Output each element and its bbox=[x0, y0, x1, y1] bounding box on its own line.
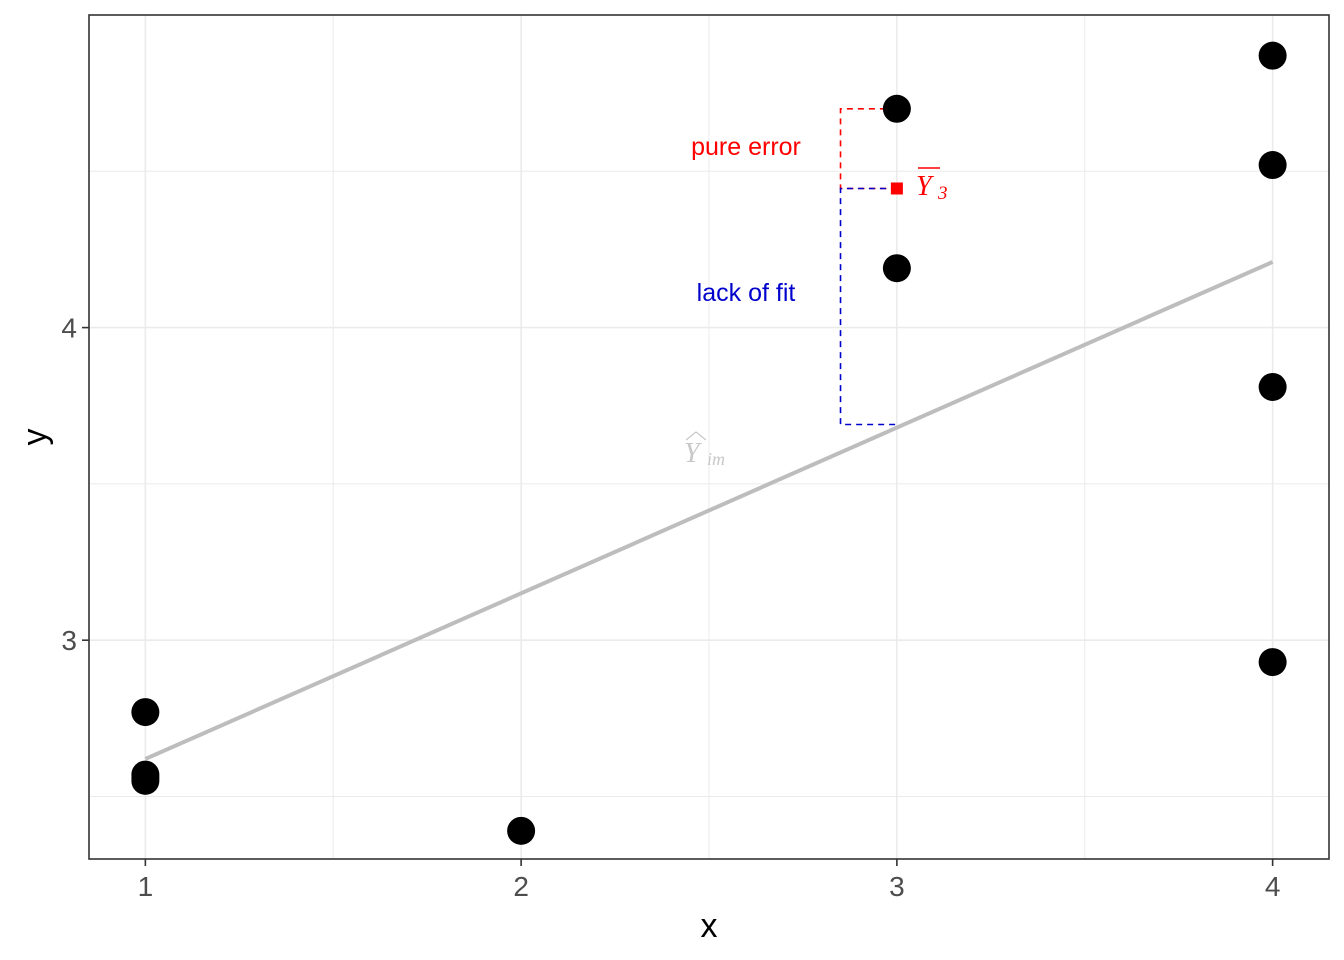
mean-symbol: Y bbox=[916, 171, 935, 202]
group-mean-marker bbox=[890, 182, 903, 195]
data-point bbox=[1258, 648, 1287, 677]
x-tick-label: 3 bbox=[889, 871, 905, 902]
plot-panel-border bbox=[88, 14, 1330, 860]
fit-symbol: Y bbox=[684, 438, 703, 469]
data-point bbox=[1258, 41, 1287, 70]
points-group bbox=[131, 41, 1287, 845]
bracket-group bbox=[839, 107, 903, 426]
fit-subscript: im bbox=[707, 449, 725, 469]
x-tick-label: 2 bbox=[513, 871, 529, 902]
data-point bbox=[882, 254, 911, 283]
x-tick-label: 4 bbox=[1265, 871, 1281, 902]
hat-glyph bbox=[685, 431, 707, 441]
grid bbox=[89, 15, 1329, 859]
data-point bbox=[1258, 151, 1287, 180]
y-tick-label: 3 bbox=[61, 625, 77, 656]
data-point bbox=[1258, 372, 1287, 401]
mean-subscript: 3 bbox=[937, 183, 948, 204]
fit-line-label: Y im bbox=[684, 431, 725, 469]
fit-line-group bbox=[144, 260, 1274, 761]
y-tick-label: 4 bbox=[61, 313, 77, 344]
y-axis-title: y bbox=[16, 429, 54, 446]
group-mean-label: Y 3 bbox=[916, 167, 948, 204]
data-point bbox=[882, 94, 911, 123]
ticks-group: 1 2 3 4 3 4 bbox=[61, 313, 1280, 902]
pure-error-label: pure error bbox=[691, 133, 801, 161]
lack-of-fit-bracket bbox=[839, 187, 897, 426]
data-point bbox=[507, 816, 536, 845]
x-axis-title: x bbox=[701, 907, 718, 945]
fit-line bbox=[144, 260, 1274, 761]
data-point bbox=[131, 698, 160, 727]
x-tick-label: 1 bbox=[138, 871, 154, 902]
data-point bbox=[131, 766, 160, 795]
lack-of-fit-label: lack of fit bbox=[697, 279, 796, 307]
